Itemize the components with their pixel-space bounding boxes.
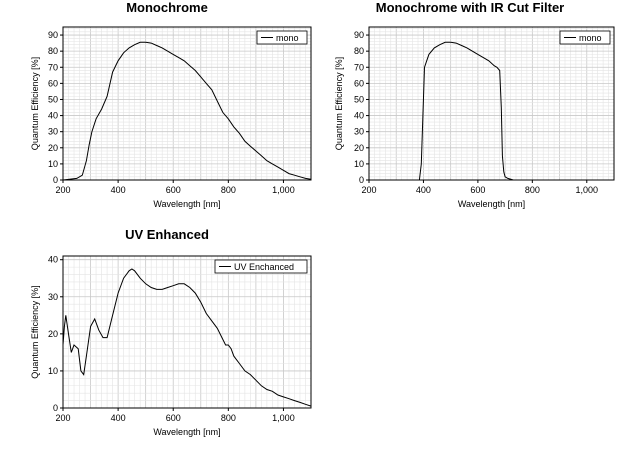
y-tick-label: 30 <box>354 127 364 137</box>
y-tick-label: 90 <box>354 30 364 40</box>
x-tick-label: 600 <box>166 413 181 423</box>
x-tick-label: 800 <box>221 185 236 195</box>
y-tick-label: 90 <box>48 30 58 40</box>
legend-label: UV Enchanced <box>234 262 294 272</box>
x-tick-label: 200 <box>361 185 376 195</box>
y-tick-label: 50 <box>48 94 58 104</box>
y-tick-label: 80 <box>354 46 364 56</box>
chart-title: Monochrome <box>126 0 208 15</box>
x-tick-label: 400 <box>416 185 431 195</box>
y-tick-label: 0 <box>359 175 364 185</box>
grid <box>368 27 615 181</box>
y-tick-label: 50 <box>354 94 364 104</box>
legend-box <box>559 30 611 45</box>
legend-box <box>214 259 308 274</box>
x-axis-label: Wavelength [nm] <box>458 199 525 209</box>
chart-uv-enhanced: UV Enhanced 200 400 600 800 1,000 0 10 20 30 40 Wav… <box>30 227 312 437</box>
x-tick-label: 1,000 <box>272 413 295 423</box>
y-axis-label: Quantum Efficiency [%] <box>30 285 40 378</box>
legend-label: mono <box>579 33 602 43</box>
x-tick-label: 800 <box>221 413 236 423</box>
x-tick-label: 1,000 <box>272 185 295 195</box>
series-line <box>62 268 312 407</box>
y-tick-label: 30 <box>48 292 58 302</box>
y-tick-label: 40 <box>354 111 364 121</box>
x-axis-label: Wavelength [nm] <box>153 199 220 209</box>
y-tick-label: 20 <box>48 329 58 339</box>
y-tick-label: 40 <box>48 255 58 265</box>
series-line <box>369 41 614 181</box>
y-tick-label: 10 <box>354 159 364 169</box>
x-tick-label: 400 <box>111 413 126 423</box>
x-tick-label: 600 <box>470 185 485 195</box>
chart-title: UV Enhanced <box>125 227 209 242</box>
x-axis-label: Wavelength [nm] <box>153 427 220 437</box>
x-tick-label: 200 <box>55 185 70 195</box>
plot-frame <box>368 26 615 181</box>
x-tick-label: 1,000 <box>576 185 599 195</box>
x-tick-label: 600 <box>166 185 181 195</box>
y-tick-label: 60 <box>354 78 364 88</box>
y-tick-label: 30 <box>48 127 58 137</box>
y-tick-label: 0 <box>53 175 58 185</box>
y-tick-label: 80 <box>48 46 58 56</box>
chart-monochrome: Monochrome 200 400 600 800 1,000 0 10 20 30 40 50 60… <box>30 0 312 209</box>
legend: mono <box>559 30 611 45</box>
y-axis-label: Quantum Efficiency [%] <box>334 57 344 150</box>
legend-label: mono <box>276 33 299 43</box>
legend-box <box>256 30 308 45</box>
plot-frame <box>62 255 312 409</box>
x-tick-label: 800 <box>525 185 540 195</box>
y-tick-label: 20 <box>48 143 58 153</box>
y-tick-label: 10 <box>48 159 58 169</box>
series-line <box>62 41 312 181</box>
y-tick-label: 0 <box>53 403 58 413</box>
y-tick-label: 40 <box>48 111 58 121</box>
y-tick-label: 70 <box>354 62 364 72</box>
x-tick-label: 200 <box>55 413 70 423</box>
x-tick-label: 400 <box>111 185 126 195</box>
chart-title: Monochrome with IR Cut Filter <box>376 0 565 15</box>
y-axis-label: Quantum Efficiency [%] <box>30 57 40 150</box>
plot-frame <box>62 26 312 181</box>
y-tick-label: 60 <box>48 78 58 88</box>
y-tick-label: 10 <box>48 366 58 376</box>
legend: mono <box>256 30 308 45</box>
legend: UV Enchanced <box>214 259 308 274</box>
grid <box>62 27 312 181</box>
y-tick-label: 70 <box>48 62 58 72</box>
y-tick-label: 20 <box>354 143 364 153</box>
